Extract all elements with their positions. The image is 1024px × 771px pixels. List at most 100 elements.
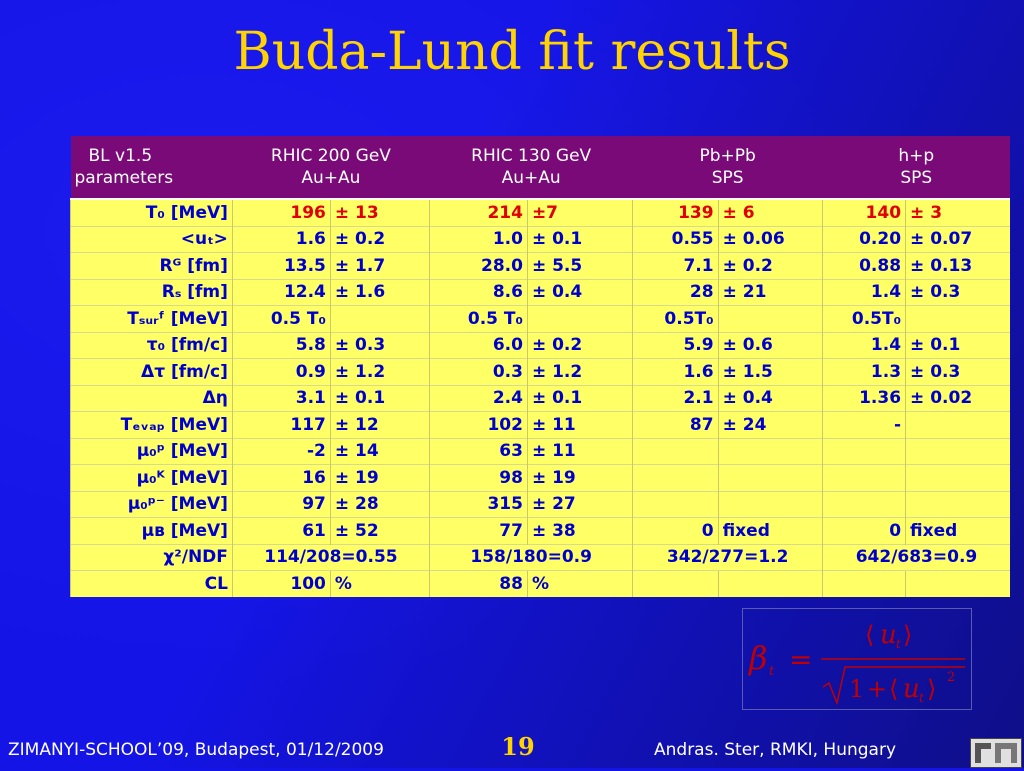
- table-cell-value: 0.88: [821, 252, 906, 279]
- page-number: 19: [501, 732, 535, 761]
- header-line1: Pb+Pb: [699, 146, 756, 166]
- svg-text:u: u: [903, 674, 920, 704]
- table-cell-value: 5.8: [231, 331, 331, 359]
- table-cell-value: 0.5 T₀: [231, 305, 331, 332]
- header-line2: parameters: [74, 168, 174, 188]
- table-cell-error: ± 12: [329, 411, 430, 438]
- table-cell-value: 12.4: [231, 278, 331, 306]
- table-cell-error: [905, 570, 1010, 597]
- row-label: μ₀ᵖ⁻ [MeV]: [70, 490, 233, 518]
- table-cell-value: 1.6: [231, 225, 331, 253]
- table-cell-value: 1.36: [821, 384, 906, 412]
- header-line1: BL v1.5: [88, 146, 153, 166]
- header-parameters: BL v1.5 parameters: [70, 136, 233, 200]
- table-cell-value: 88: [428, 570, 528, 597]
- table-cell-value: [632, 490, 719, 518]
- table-cell-value: 61: [231, 517, 331, 544]
- table-row: χ²/NDF 114/208=0.55 158/180=0.9 342/277=1.2…: [70, 543, 1010, 571]
- table-cell-value: 0.20: [821, 225, 906, 253]
- table-cell-value: 2.1: [632, 384, 719, 412]
- table-cell-error: ± 1.7: [329, 252, 430, 279]
- table-cell-value: 1.4: [821, 278, 906, 306]
- table-cell-value: 7.1: [632, 252, 719, 279]
- table-cell-error: ± 38: [526, 517, 633, 544]
- table-cell-value: 6.0: [428, 331, 528, 359]
- table-cell-error: ± 28: [329, 490, 430, 518]
- table-cell-error: ±7: [526, 198, 633, 226]
- row-label: μ₀ᴷ [MeV]: [70, 464, 233, 491]
- header-line1: RHIC 130 GeV: [471, 146, 592, 166]
- rmki-logo-icon: [971, 739, 1021, 767]
- beta-formula: β t = ⟨ u t ⟩ 1 + ⟨ u t ⟩ 2: [742, 608, 972, 710]
- table-cell-value: 100: [231, 570, 331, 597]
- header-pbpb: Pb+Pb SPS: [632, 136, 823, 200]
- table-row: Δτ [fm/c] 0.9 ± 1.2 0.3 ± 1.2 1.6 ± 1.5 1.3 ± 0.…: [70, 358, 1010, 385]
- table-cell-error: ± 1.6: [329, 278, 430, 306]
- table-row: Δη 3.1 ± 0.1 2.4 ± 0.1 2.1 ± 0.4 1.36 ± 0.02: [70, 384, 1010, 412]
- row-label: Δτ [fm/c]: [70, 358, 233, 385]
- table-cell-value: 16: [231, 464, 331, 491]
- table-row: Tₛᵤᵣᶠ [MeV] 0.5 T₀ 0.5 T₀ 0.5T₀ 0.5T₀: [70, 305, 1010, 332]
- table-cell-value: -: [821, 411, 906, 438]
- svg-text:u: u: [880, 620, 897, 650]
- table-cell-value: 1.6: [632, 358, 719, 385]
- table-cell-error: ± 19: [329, 464, 430, 491]
- table-cell-error: fixed: [905, 517, 1010, 544]
- row-label: μ₀ᵖ [MeV]: [70, 437, 233, 465]
- svg-text:⟩: ⟩: [903, 621, 912, 649]
- table-cell-error: ± 0.4: [717, 384, 823, 412]
- table-header-row: BL v1.5 parameters RHIC 200 GeV Au+Au RH…: [70, 136, 1010, 200]
- table-cell-value: 13.5: [231, 252, 331, 279]
- table-cell-error: ± 11: [526, 411, 633, 438]
- table-cell-error: ± 0.2: [717, 252, 823, 279]
- table-cell-value: 139: [632, 198, 719, 226]
- svg-text:=: =: [789, 643, 812, 676]
- beta-formula-graphic: β t = ⟨ u t ⟩ 1 + ⟨ u t ⟩ 2: [748, 620, 965, 706]
- table-cell-value: 0: [821, 517, 906, 544]
- table-cell-error: [526, 305, 633, 332]
- table-cell-error: ± 1.2: [329, 358, 430, 385]
- table-row: μʙ [MeV] 61 ± 52 77 ± 38 0 fixed 0 fixed: [70, 517, 1010, 544]
- table-cell-error: [329, 305, 430, 332]
- svg-text:2: 2: [947, 670, 955, 685]
- footer-author: Andras. Ster, RMKI, Hungary: [654, 740, 897, 760]
- svg-text:t: t: [919, 691, 924, 705]
- table-cell-value: 140: [821, 198, 906, 226]
- results-table: BL v1.5 parameters RHIC 200 GeV Au+Au RH…: [70, 136, 1010, 597]
- table-cell-value: [821, 570, 906, 597]
- table-cell-value: 342/277=1.2: [632, 543, 823, 571]
- svg-text:β: β: [748, 639, 768, 677]
- table-cell-value: 1.3: [821, 358, 906, 385]
- table-cell-error: ± 0.6: [717, 331, 823, 359]
- header-hp: h+p SPS: [822, 136, 1010, 200]
- table-cell-error: ± 6: [717, 198, 823, 226]
- table-cell-value: 0.55: [632, 225, 719, 253]
- table-cell-error: %: [329, 570, 430, 597]
- row-label: <uₜ>: [70, 225, 233, 253]
- table-cell-error: ± 0.1: [905, 331, 1010, 359]
- row-label: χ²/NDF: [70, 543, 233, 571]
- table-cell-error: fixed: [717, 517, 823, 544]
- row-label: Rᴳ [fm]: [70, 252, 233, 279]
- table-cell-value: 77: [428, 517, 528, 544]
- row-label: CL: [70, 570, 233, 597]
- row-label: Tₛᵤᵣᶠ [MeV]: [70, 305, 233, 332]
- table-cell-value: 28: [632, 278, 719, 306]
- table-cell-value: 28.0: [428, 252, 528, 279]
- header-line2: SPS: [711, 168, 744, 188]
- table-cell-value: 214: [428, 198, 528, 226]
- table-cell-error: ± 5.5: [526, 252, 633, 279]
- table-cell-value: [632, 464, 719, 491]
- table-cell-error: ± 27: [526, 490, 633, 518]
- row-label: Δη: [70, 384, 233, 412]
- table-row: μ₀ᵖ⁻ [MeV] 97 ± 28 315 ± 27: [70, 490, 1010, 518]
- table-cell-value: 0.5T₀: [821, 305, 906, 332]
- table-cell-error: ± 14: [329, 437, 430, 465]
- svg-text:⟩: ⟩: [927, 675, 936, 703]
- table-cell-error: ± 0.07: [905, 225, 1010, 253]
- table-row: μ₀ᵖ [MeV] -2 ± 14 63 ± 11: [70, 437, 1010, 465]
- table-row: T₀ [MeV] 196 ± 13 214 ±7 139 ± 6 140 ± 3: [70, 198, 1010, 226]
- table-cell-error: [905, 464, 1010, 491]
- table-cell-value: 196: [231, 198, 331, 226]
- header-line2: SPS: [900, 168, 933, 188]
